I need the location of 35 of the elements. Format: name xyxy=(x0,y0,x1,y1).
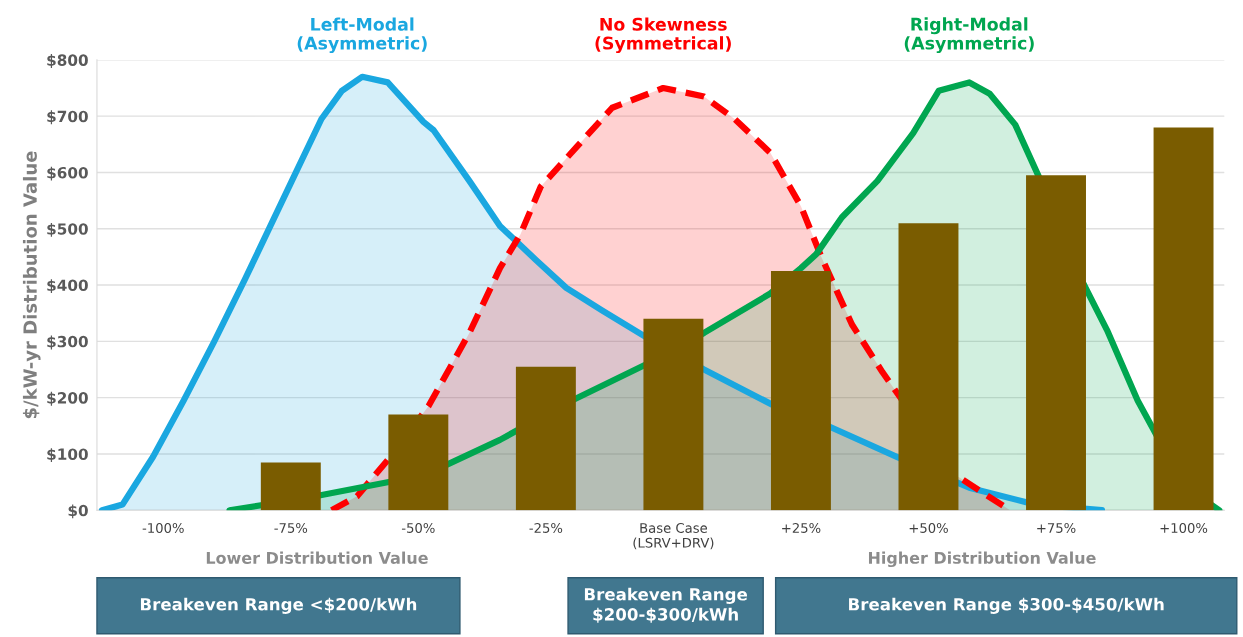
text: Higher Distribution Value xyxy=(868,551,1096,568)
bar xyxy=(515,366,576,511)
x-tick-label: +25% xyxy=(782,522,821,533)
text: Right-Modal (Asymmetric) xyxy=(904,17,1034,54)
y-tick-label: $600 xyxy=(47,166,88,181)
x-tick-label: Base Case (LSRV+DRV) xyxy=(633,522,714,550)
y-tick-label: $500 xyxy=(47,222,88,237)
bar xyxy=(1026,175,1086,511)
y-tick-label: $400 xyxy=(47,279,88,294)
bar xyxy=(388,414,449,511)
x-tick-label: -75% xyxy=(274,522,308,533)
text: Breakeven Range <$200/kWh xyxy=(140,597,417,614)
x-tick-label: -100% xyxy=(142,522,184,533)
text: Lower Distribution Value xyxy=(206,551,428,564)
x-tick-label: +50% xyxy=(909,522,948,533)
y-tick-label: $800 xyxy=(47,54,88,68)
x-tick-label: +100% xyxy=(1160,522,1208,533)
bar xyxy=(770,270,831,511)
bar xyxy=(260,462,321,511)
text: Breakeven Range $200-$300/kWh xyxy=(584,587,748,623)
text: No Skewness (Symmetrical) xyxy=(595,17,731,54)
x-tick-label: -50% xyxy=(401,522,435,533)
text: Left-Modal (Asymmetric) xyxy=(297,17,427,54)
y-tick-label: $200 xyxy=(47,391,88,406)
x-tick-label: -25% xyxy=(529,522,563,533)
bar xyxy=(1153,127,1214,511)
y-tick-label: $700 xyxy=(47,110,88,125)
y-axis-title: $/kW-yr Distribution Value xyxy=(22,151,41,419)
bar xyxy=(898,223,959,511)
text: Breakeven Range $300-$450/kWh xyxy=(849,597,1164,614)
x-tick-label: +75% xyxy=(1037,522,1076,533)
y-tick-label: $300 xyxy=(47,335,88,350)
y-tick-label: $0 xyxy=(68,504,88,519)
bar xyxy=(643,318,704,511)
y-tick-label: $100 xyxy=(47,448,88,462)
